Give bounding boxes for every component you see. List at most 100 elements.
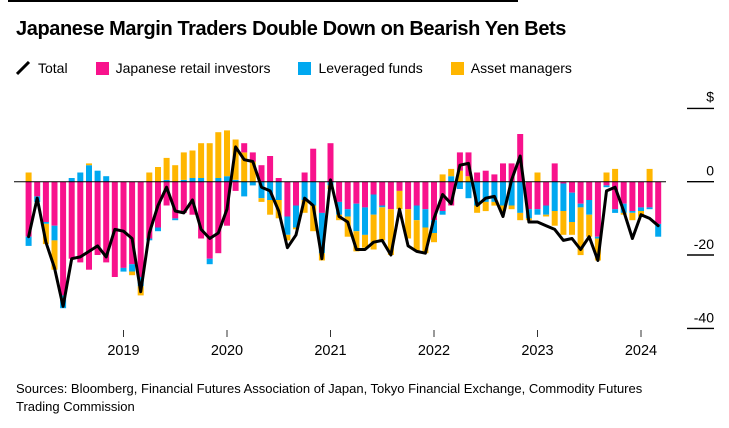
bar-segment-leveraged	[336, 201, 343, 215]
bar-segment-retail	[344, 181, 351, 210]
bar-segment-asset	[146, 172, 153, 182]
bar-segment-retail	[655, 181, 662, 224]
bar-segment-asset	[517, 212, 524, 221]
bar-segment-retail	[353, 181, 360, 204]
bar-segment-asset	[422, 227, 429, 254]
bar-segment-leveraged	[301, 181, 308, 200]
bar-segment-leveraged	[353, 203, 360, 232]
bar-segment-retail	[206, 181, 213, 259]
x-tick-label: 2024	[625, 343, 657, 359]
bar-segment-leveraged	[560, 183, 567, 211]
bar-segment-asset	[560, 211, 567, 235]
bar-segment-asset	[198, 143, 205, 178]
bar-segment-leveraged	[275, 181, 282, 200]
total-line-key-icon	[15, 60, 31, 76]
bar-segment-leveraged	[482, 181, 489, 202]
legend-item-asset: Asset managers	[450, 60, 572, 76]
bar-segment-retail	[569, 181, 575, 193]
y-tick-label: -20	[694, 236, 714, 252]
y-axis-unit-label: $	[706, 88, 714, 104]
bar-segment-leveraged	[534, 209, 541, 215]
bar-segment-asset	[379, 207, 386, 241]
bar-segment-retail	[543, 181, 550, 206]
y-tick-label: -40	[694, 309, 714, 325]
bar-segment-retail	[612, 181, 619, 210]
bar-segment-leveraged	[431, 220, 437, 233]
bar-segment-leveraged	[586, 200, 593, 215]
legend-item-leveraged: Leveraged funds	[298, 60, 423, 76]
bar-segment-asset	[577, 207, 584, 256]
asset-swatch-icon	[450, 61, 464, 75]
bar-segment-asset	[362, 234, 368, 248]
bar-segment-retail	[34, 181, 41, 197]
bar-segment-leveraged	[543, 205, 550, 215]
x-tick-label: 2023	[521, 343, 553, 359]
bar-segment-asset	[491, 201, 498, 206]
source-note: Sources: Bloomberg, Financial Futures As…	[16, 381, 643, 415]
total-line	[27, 145, 660, 308]
bar-segment-retail	[129, 181, 136, 265]
bar-segment-asset	[629, 212, 636, 221]
bar-segment-retail	[258, 165, 265, 182]
bar-segment-retail	[413, 181, 420, 206]
bar-segment-leveraged	[94, 170, 101, 182]
bar-segment-leveraged	[456, 181, 463, 189]
bar-segment-leveraged	[120, 267, 127, 272]
bar-segment-asset	[206, 143, 213, 182]
bar-segment-asset	[646, 168, 653, 182]
bar-segment-retail	[586, 181, 593, 200]
bar-segment-leveraged	[594, 236, 601, 239]
x-tick-label: 2019	[107, 343, 139, 359]
bar-segment-retail	[646, 181, 653, 208]
bar-segment-asset	[224, 130, 230, 177]
chart-title: Japanese Margin Traders Double Down on B…	[16, 18, 567, 40]
bar-segment-asset	[612, 168, 619, 182]
bar-segment-leveraged	[249, 181, 256, 186]
bar-segment-retail	[534, 181, 541, 210]
bar-segment-retail	[249, 152, 256, 162]
bar-segment-retail	[198, 181, 205, 239]
bar-segment-asset	[413, 220, 420, 252]
y-axis: 0 -20 -40 $	[687, 88, 714, 330]
x-tick-label: 2020	[211, 343, 243, 359]
bar-segment-asset	[439, 174, 446, 182]
bar-segment-asset	[603, 172, 610, 182]
bar-segment-asset	[396, 190, 403, 210]
bar-segment-retail	[232, 181, 239, 191]
bar-segment-retail	[172, 181, 179, 219]
bar-segment-asset	[474, 205, 481, 213]
bar-segment-leveraged	[103, 176, 110, 182]
bar-segment-leveraged	[508, 181, 515, 206]
bar-segment-asset	[241, 152, 248, 182]
bar-segment-retail	[301, 172, 308, 182]
bar-segment-leveraged	[129, 264, 136, 272]
bar-segment-retail	[525, 181, 532, 210]
bar-segment-asset	[232, 139, 239, 180]
bar-segment-leveraged	[474, 181, 481, 206]
bar-segment-asset	[500, 205, 506, 211]
bar-segment-retail	[629, 181, 636, 211]
bar-segment-leveraged	[293, 205, 299, 228]
legend-item-retail: Japanese retail investors	[95, 60, 270, 76]
bar-segment-asset	[353, 231, 360, 252]
bar-segment-retail	[456, 152, 463, 171]
bar-segment-leveraged	[77, 172, 84, 182]
bar-segment-leveraged	[318, 212, 325, 254]
bar-segment-retail	[491, 174, 498, 182]
leveraged-swatch-icon	[298, 61, 312, 75]
bar-segment-leveraged	[500, 181, 506, 206]
bar-segment-asset	[543, 214, 550, 217]
bar-segment-leveraged	[215, 178, 222, 182]
bar-segment-asset	[42, 223, 49, 245]
bar-segment-leveraged	[517, 181, 524, 213]
bar-segment-asset	[405, 209, 412, 239]
bar-segment-asset	[267, 200, 274, 215]
bar-segment-retail	[146, 181, 153, 239]
bar-segment-retail	[120, 181, 127, 268]
bar-segment-asset	[370, 214, 377, 250]
bar-segment-asset	[258, 198, 265, 202]
bar-segment-leveraged	[241, 181, 248, 197]
legend-label-asset: Asset managers	[470, 60, 572, 76]
bar-segment-leveraged	[155, 227, 161, 232]
bar-segment-asset	[551, 211, 558, 226]
